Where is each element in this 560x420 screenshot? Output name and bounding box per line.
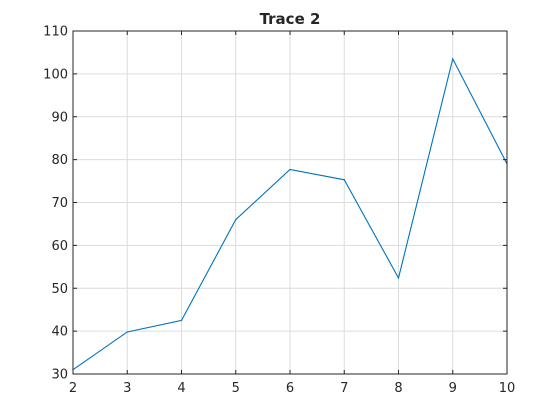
data-point xyxy=(343,179,345,181)
data-point xyxy=(397,277,400,279)
x-tick-label: 2 xyxy=(69,381,77,396)
x-tick-label: 8 xyxy=(394,381,402,396)
data-point xyxy=(126,331,128,333)
x-tick-label: 4 xyxy=(177,381,185,396)
y-tick-label: 40 xyxy=(51,325,68,340)
x-tick-label: 7 xyxy=(340,381,348,396)
x-tick-label: 10 xyxy=(499,381,516,396)
data-point xyxy=(289,168,291,171)
x-tick-label: 6 xyxy=(286,381,294,396)
x-tick-label: 3 xyxy=(123,381,131,396)
y-tick-label: 80 xyxy=(51,153,68,168)
x-tick-label: 5 xyxy=(232,381,240,396)
y-axis-ticks: 30 40 50 60 70 80 90 100 110 xyxy=(43,25,507,383)
y-tick-label: 110 xyxy=(43,25,68,40)
chart-title: Trace 2 xyxy=(260,10,321,28)
y-tick-label: 100 xyxy=(43,67,68,82)
data-point xyxy=(452,58,454,60)
data-point xyxy=(235,219,237,221)
y-tick-label: 90 xyxy=(51,110,68,125)
y-tick-label: 30 xyxy=(51,368,68,383)
x-tick-label: 9 xyxy=(449,381,457,396)
y-tick-label: 50 xyxy=(51,282,68,297)
y-tick-label: 60 xyxy=(51,239,68,254)
y-tick-label: 70 xyxy=(51,196,68,211)
x-axis-ticks: 2 3 4 5 6 7 8 9 10 xyxy=(69,31,515,396)
data-point xyxy=(180,319,183,322)
grid-lines xyxy=(72,30,508,375)
